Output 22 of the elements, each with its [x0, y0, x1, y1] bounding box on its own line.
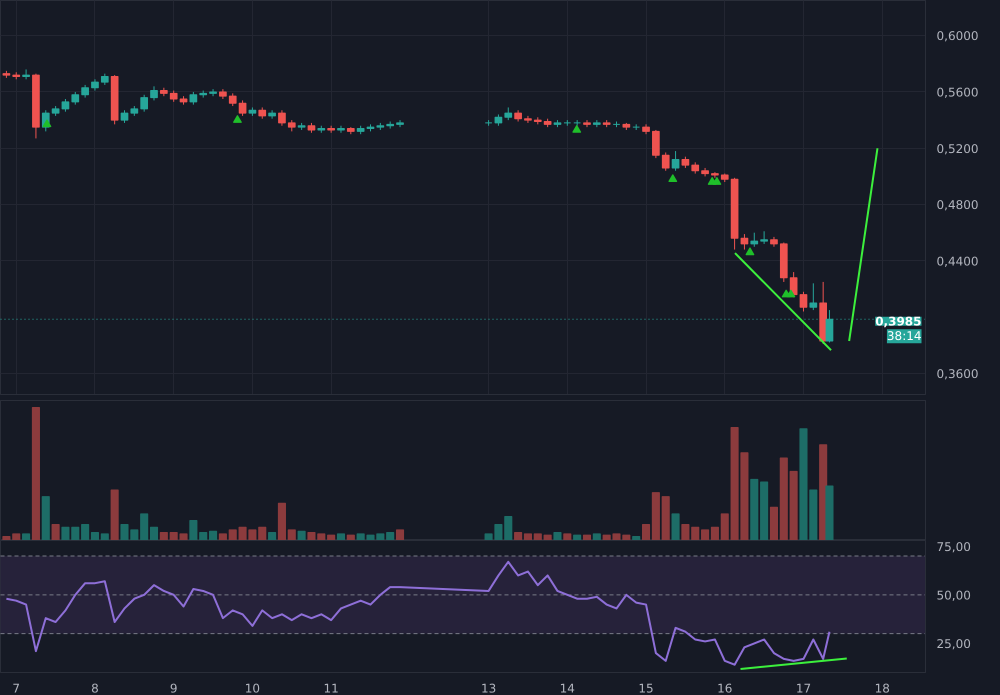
y-tick-label: 50,00 — [936, 588, 971, 602]
x-tick-label: 16 — [717, 682, 732, 695]
x-tick-label: 18 — [874, 682, 890, 695]
x-tick-label: 13 — [480, 682, 496, 695]
x-tick-label: 7 — [12, 682, 20, 695]
y-tick-label: 0,3600 — [936, 366, 978, 381]
y-tick-label: 0,4800 — [936, 198, 978, 212]
y-tick-label: 0,5200 — [936, 142, 978, 156]
y-tick-label: 0,5600 — [936, 85, 978, 100]
x-tick-label: 11 — [324, 682, 339, 695]
x-tick-label: 14 — [560, 682, 575, 695]
y-tick-label: 0,6000 — [936, 29, 978, 44]
y-tick-label: 0,4400 — [936, 254, 978, 268]
ref-line-label: 0,3985 — [875, 314, 922, 329]
x-tick-label: 15 — [638, 682, 654, 695]
x-tick-label: 17 — [796, 682, 812, 695]
y-tick-label: 25,00 — [936, 636, 971, 651]
y-tick-label: 75,00 — [936, 540, 971, 554]
x-tick-label: 8 — [91, 682, 99, 695]
x-tick-label: 9 — [170, 682, 178, 695]
annotation: 38:14 — [886, 329, 922, 344]
x-tick-label: 10 — [244, 682, 260, 695]
